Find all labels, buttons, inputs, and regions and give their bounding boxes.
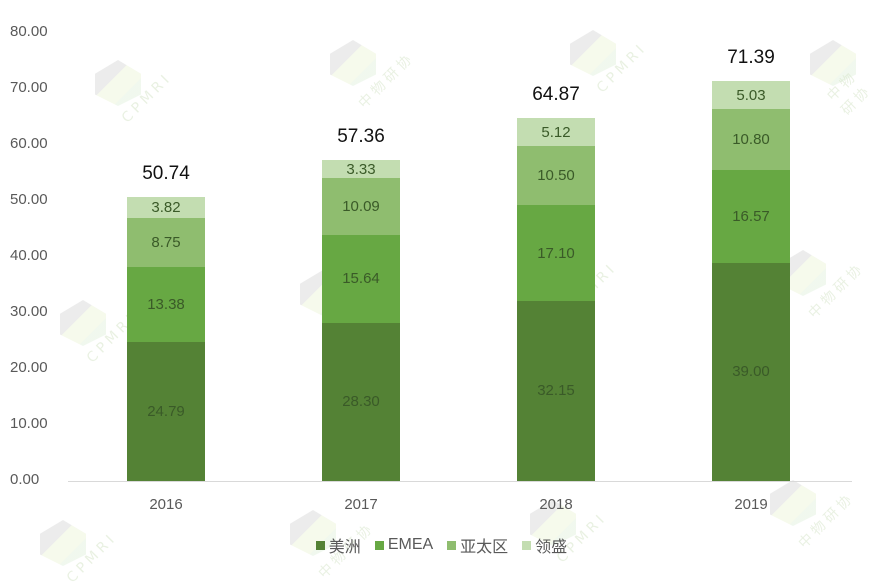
bar-segment-2: 10.09 [322,178,400,235]
bar-segment-0: 28.30 [322,322,400,481]
watermark-logo-icon [810,40,856,86]
bar-segment-2: 8.75 [127,218,205,268]
y-axis-tick-label: 50.00 [10,191,48,208]
watermark-text: 中物研协 [805,259,868,322]
y-axis-tick-label: 0.00 [10,471,40,488]
watermark-logo-icon [570,30,616,76]
x-axis-line [68,481,852,482]
watermark-text: 中物研协 [824,67,873,119]
y-axis-tick-label: 70.00 [10,79,48,96]
legend-item: 领盛 [522,533,567,557]
legend-swatch-icon [374,540,384,550]
bar-segment-0: 39.00 [712,262,790,481]
x-axis-tick-label: 2019 [734,496,768,513]
bar-segment-1: 13.38 [127,267,205,343]
bar-total-label: 71.39 [727,47,775,69]
bar-segment-1: 15.64 [322,234,400,323]
bar-segment-2: 10.80 [712,109,790,170]
bar-segment-3: 3.33 [322,159,400,179]
bar-segment-3: 5.12 [517,117,595,147]
bar-2016: 24.79 13.38 8.75 3.82 [127,196,205,481]
bar-total-label: 50.74 [142,162,190,184]
x-axis-tick-label: 2016 [149,496,183,513]
y-axis-tick-label: 40.00 [10,247,48,264]
bar-segment-3: 3.82 [127,196,205,219]
watermark-logo-icon [95,60,141,106]
bar-segment-1: 17.10 [517,205,595,301]
bar-segment-0: 32.15 [517,300,595,481]
bar-total-label: 64.87 [532,83,580,105]
y-axis-tick-label: 60.00 [10,135,48,152]
y-axis-tick-label: 80.00 [10,23,48,40]
watermark-text: 中物研协 [355,49,418,112]
x-axis-tick-label: 2017 [344,496,378,513]
bar-total-label: 57.36 [337,125,385,147]
legend-label: 领盛 [535,539,568,556]
x-axis-tick-label: 2018 [539,496,573,513]
legend-swatch-icon [315,540,325,550]
legend-item: EMEA [374,533,434,557]
legend-item: 美洲 [315,533,361,557]
bar-2019: 39.00 16.57 10.80 5.03 [712,81,790,481]
legend-label: 亚太区 [460,539,509,556]
legend-label: EMEA [387,536,434,553]
legend-item: 亚太区 [447,533,508,557]
y-axis-tick-label: 20.00 [10,359,48,376]
legend-swatch-icon [522,540,532,550]
bar-2018: 32.15 17.10 10.50 5.12 [517,117,595,481]
y-axis-tick-label: 30.00 [10,303,48,320]
legend-swatch-icon [447,540,457,550]
bar-segment-1: 16.57 [712,169,790,263]
watermark-text: CPMRI [118,69,176,127]
bar-segment-2: 10.50 [517,146,595,206]
bar-segment-3: 5.03 [712,81,790,110]
chart-legend: 美洲 EMEA 亚太区 领盛 [0,533,873,557]
y-axis-tick-label: 10.00 [10,415,48,432]
bar-segment-0: 24.79 [127,342,205,481]
bar-2017: 28.30 15.64 10.09 3.33 [322,159,400,481]
legend-label: 美洲 [328,539,361,556]
watermark-logo-icon [60,300,106,346]
watermark-logo-icon [330,40,376,86]
